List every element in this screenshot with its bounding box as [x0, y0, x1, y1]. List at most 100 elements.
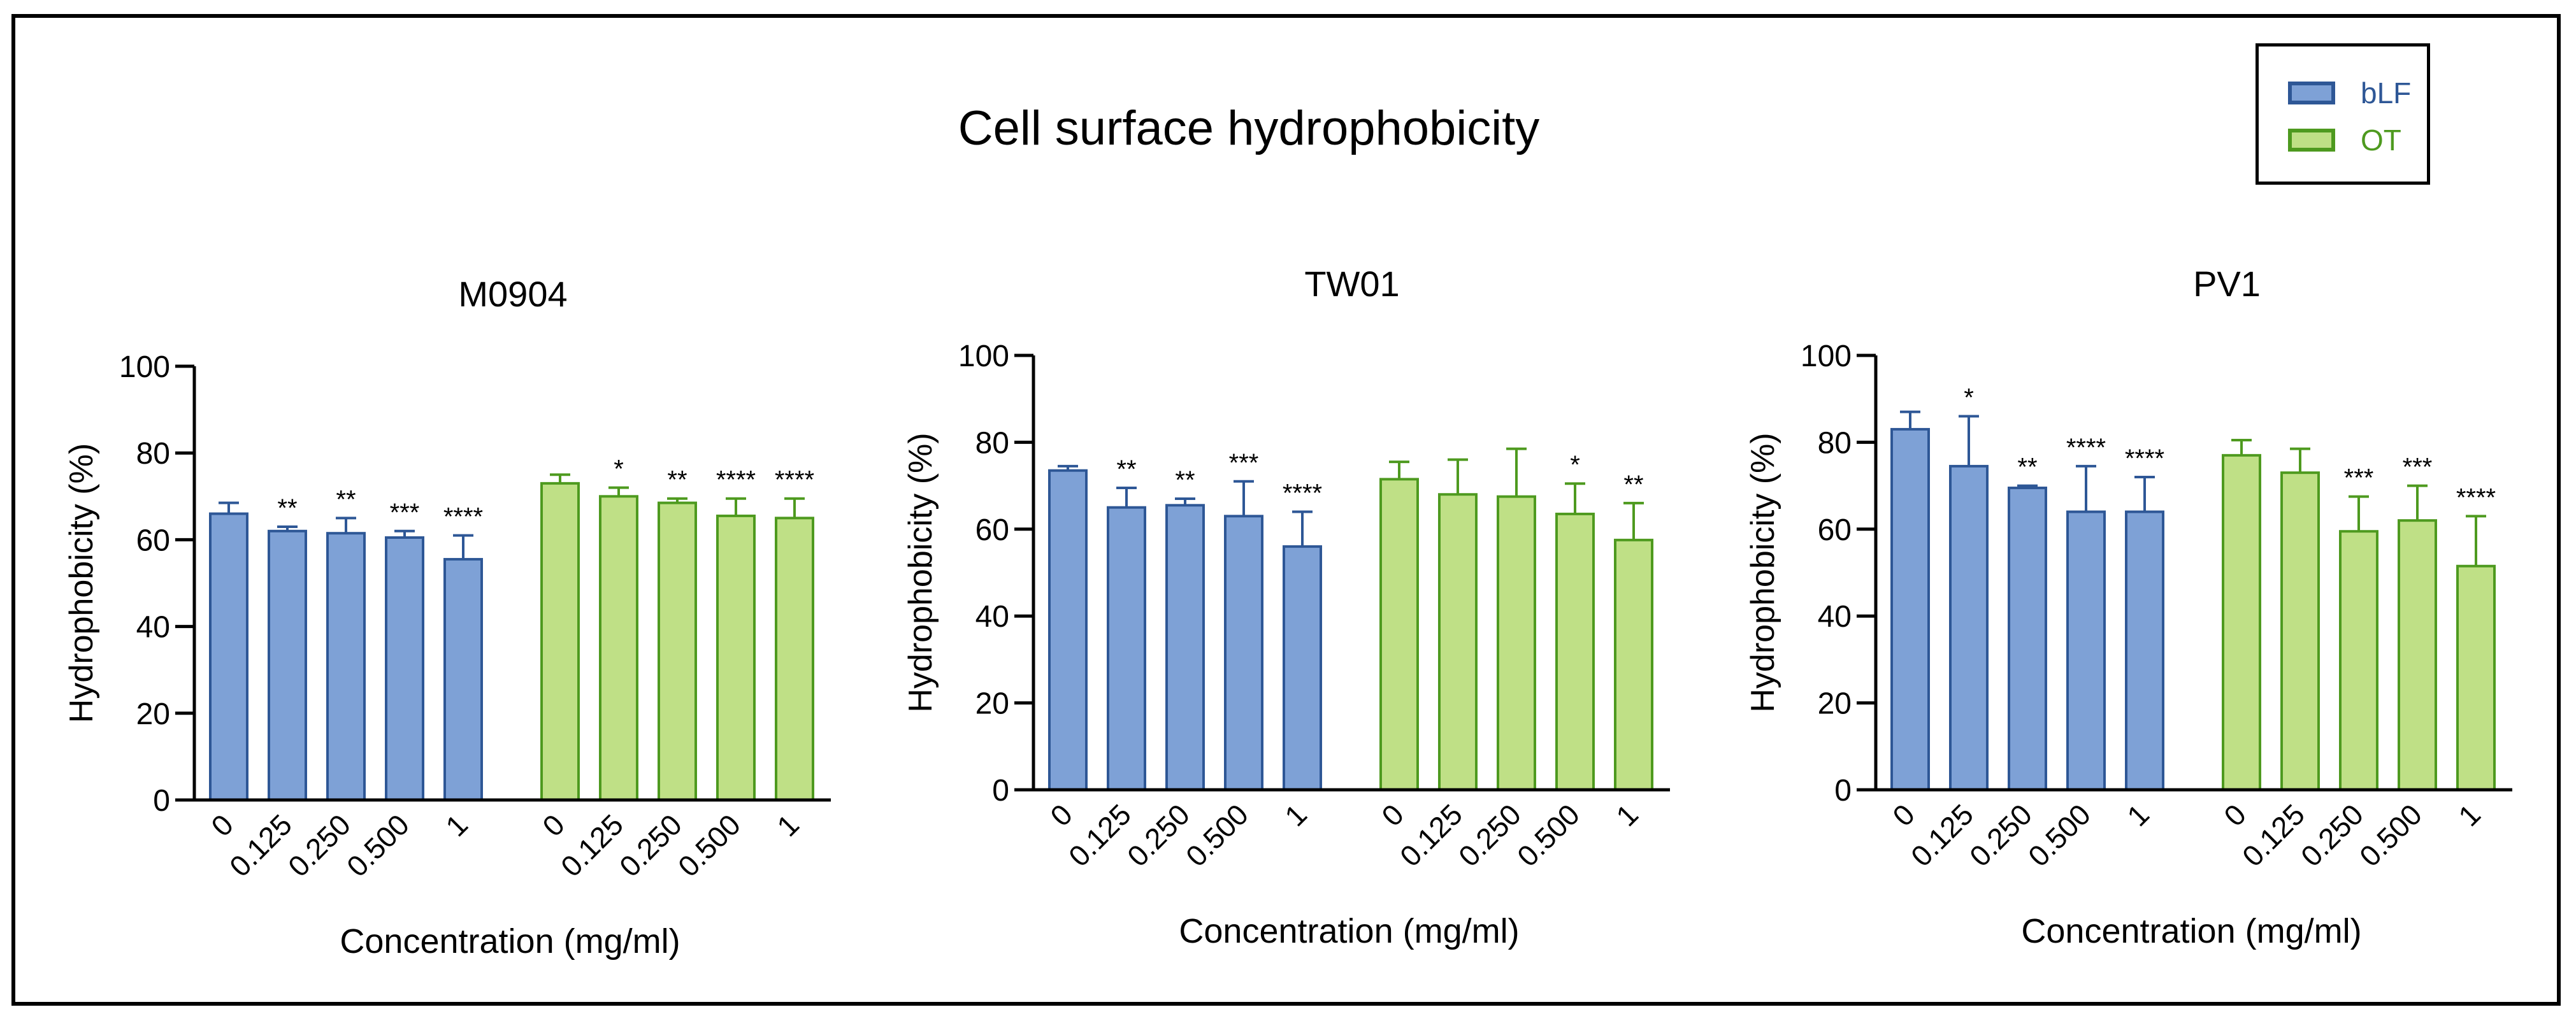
significance-marker: **** — [1283, 480, 1322, 508]
y-tick-label: 100 — [958, 339, 1009, 373]
chart-title: M0904 — [458, 274, 567, 314]
bar-blf — [326, 532, 366, 801]
bar-blf — [1949, 464, 1989, 791]
x-tick-label: 0 — [536, 808, 571, 843]
y-tick-label: 100 — [119, 350, 170, 384]
significance-marker: * — [614, 455, 624, 483]
x-tick-label: 0.125 — [1062, 797, 1137, 873]
significance-marker: **** — [2066, 434, 2106, 462]
figure-frame — [11, 14, 2561, 1006]
y-tick-label: 20 — [975, 687, 1009, 721]
y-axis-label: Hydrophobicity (%) — [1745, 432, 1781, 712]
chart-pv1: PV1 0 20 40 60 80 100 Hydrophobicity (%) 0 * 0.125… — [1745, 264, 2512, 950]
bar-ot — [1555, 512, 1595, 791]
y-tick-label: 20 — [1818, 687, 1852, 721]
significance-marker: **** — [443, 503, 483, 531]
bar-blf — [443, 558, 483, 801]
chart-m0904: M0904 0 20 40 60 80 100 Hydrophobicity (%) 0 ** 0.… — [63, 274, 831, 960]
bar-ot — [2222, 453, 2261, 791]
x-tick-label: 1 — [439, 808, 474, 843]
bar-blf — [268, 529, 307, 802]
significance-marker: ** — [2017, 453, 2037, 482]
bar-blf — [1165, 504, 1205, 791]
significance-marker: * — [1570, 451, 1580, 479]
chart-title: TW01 — [1304, 264, 1399, 304]
bar-blf — [1283, 545, 1322, 792]
x-tick-label: 0.125 — [2236, 797, 2311, 873]
x-tick-label: 0.250 — [613, 808, 688, 883]
x-tick-label: 0.125 — [1393, 797, 1469, 873]
x-tick-label: 1 — [1609, 797, 1644, 832]
x-tick-label: 0.250 — [282, 808, 357, 883]
y-tick-label: 80 — [1818, 426, 1852, 460]
bar-ot — [2456, 564, 2496, 792]
bar-ot — [775, 517, 814, 801]
legend-swatch-ot — [2288, 129, 2335, 152]
bar-blf — [1224, 515, 1263, 792]
bar-blf — [209, 512, 248, 801]
significance-marker: ** — [667, 466, 687, 494]
y-tick-label: 40 — [975, 600, 1009, 634]
y-tick-label: 60 — [1818, 513, 1852, 547]
x-tick-label: 0.125 — [1904, 797, 1980, 873]
x-tick-label: 0 — [1375, 797, 1410, 832]
bar-ot — [2398, 519, 2437, 791]
significance-marker: *** — [390, 499, 420, 527]
bar-blf — [1107, 506, 1146, 791]
significance-marker: **** — [2125, 445, 2164, 473]
significance-marker: ** — [277, 494, 297, 522]
x-axis-label: Concentration (mg/ml) — [340, 922, 680, 960]
x-tick-label: 1 — [2120, 797, 2155, 832]
bar-blf — [2125, 510, 2164, 792]
x-tick-label: 0.250 — [1963, 797, 2038, 873]
legend: bLF OT — [2256, 43, 2430, 185]
legend-item-ot: OT — [2288, 124, 2401, 157]
x-tick-label: 0 — [1886, 797, 1921, 832]
significance-marker: *** — [2344, 464, 2374, 492]
y-axis-label: Hydrophobicity (%) — [63, 443, 100, 723]
x-axis-label: Concentration (mg/ml) — [2021, 912, 2361, 950]
x-tick-label: 0.500 — [2022, 797, 2097, 873]
y-tick-label: 60 — [136, 524, 170, 557]
x-tick-label: 1 — [770, 808, 805, 843]
y-tick-label: 60 — [975, 513, 1009, 547]
legend-label-blf: bLF — [2361, 76, 2412, 110]
x-tick-label: 0.500 — [2353, 797, 2428, 873]
significance-marker: ** — [336, 485, 356, 513]
bar-blf — [2008, 487, 2047, 791]
x-tick-label: 0 — [2217, 797, 2252, 832]
y-tick-label: 80 — [136, 437, 170, 471]
bar-blf — [1048, 469, 1088, 791]
bar-ot — [2280, 471, 2320, 791]
legend-label-ot: OT — [2361, 124, 2401, 157]
x-tick-label: 0.500 — [672, 808, 747, 883]
x-axis-label: Concentration (mg/ml) — [1179, 912, 1519, 950]
y-tick-label: 100 — [1801, 339, 1852, 373]
bar-ot — [540, 482, 580, 801]
bar-ot — [1614, 538, 1653, 791]
significance-marker: * — [1964, 383, 1974, 411]
bar-ot — [599, 495, 638, 801]
significance-marker: *** — [2403, 453, 2433, 482]
y-tick-label: 80 — [975, 426, 1009, 460]
bar-ot — [1438, 493, 1478, 791]
bar-ot — [1379, 478, 1419, 791]
bar-blf — [1890, 427, 1930, 791]
x-tick-label: 0.250 — [2294, 797, 2370, 873]
x-tick-label: 0.500 — [1179, 797, 1255, 873]
significance-marker: *** — [1229, 449, 1259, 477]
y-tick-label: 0 — [992, 774, 1009, 808]
y-tick-label: 40 — [1818, 600, 1852, 634]
x-tick-label: 0.500 — [340, 808, 415, 883]
x-tick-label: 0.125 — [223, 808, 298, 883]
significance-marker: ** — [1175, 466, 1195, 494]
bar-ot — [716, 514, 756, 801]
y-tick-label: 20 — [136, 697, 170, 731]
bar-blf — [2066, 510, 2106, 792]
bar-ot — [658, 501, 697, 801]
significance-marker: **** — [716, 466, 756, 494]
y-tick-label: 0 — [153, 784, 170, 818]
x-tick-label: 1 — [1278, 797, 1313, 832]
x-tick-label: 0 — [1044, 797, 1079, 832]
